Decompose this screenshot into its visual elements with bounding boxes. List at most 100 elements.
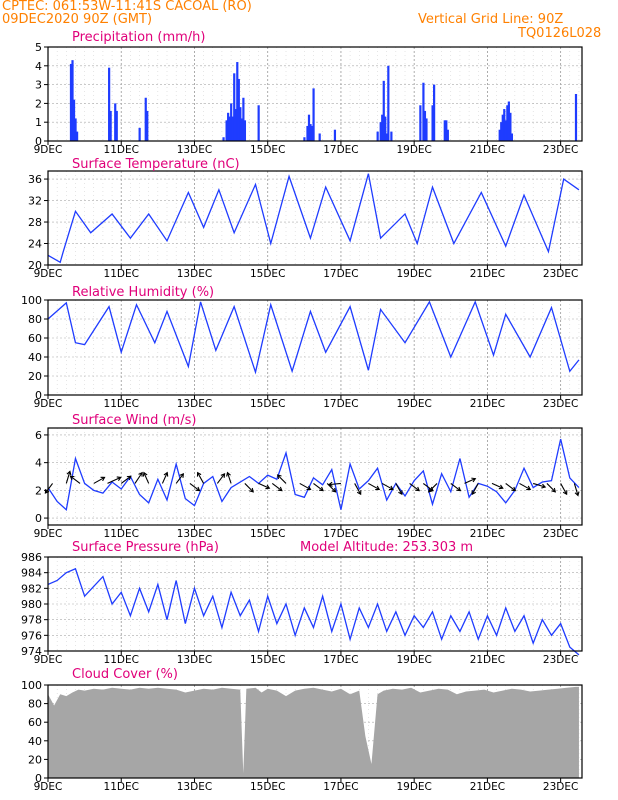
wind-vector (271, 482, 283, 492)
y-tick-label: 980 (21, 598, 42, 611)
wind-vector (354, 483, 362, 495)
wind-vector (409, 482, 420, 492)
panel-title: Cloud Cover (%) (72, 667, 178, 682)
x-tick-label: 15DEC (250, 268, 285, 280)
header-station: CPTEC: 061:53W-11:41S CACOAL (RO) (2, 0, 252, 14)
precip-bar (510, 133, 514, 141)
precip-bar (227, 112, 230, 141)
y-tick-label: 978 (21, 614, 42, 627)
wind-vector-head (398, 490, 403, 496)
header-code: TQ0126L028 (518, 26, 602, 41)
x-tick-label: 19DEC (396, 654, 431, 666)
wind-vector (107, 476, 121, 484)
y-tick-label: 984 (21, 567, 42, 580)
precip-bar (446, 129, 449, 141)
precip-bar (307, 114, 311, 141)
y-tick-label: 80 (28, 313, 42, 326)
wind-vector-head (498, 484, 504, 490)
wind-vector-head (100, 476, 106, 482)
wind-vector (491, 482, 504, 489)
panel-title: Relative Humidity (%) (72, 285, 214, 300)
wind-vector-head (306, 485, 312, 491)
precip-bar (108, 67, 111, 141)
x-tick-label: 19DEC (396, 781, 431, 793)
wind-vector (546, 483, 556, 493)
wind-vector-head (138, 471, 143, 477)
wind-vector (519, 482, 531, 490)
wind-vector-head (116, 476, 122, 482)
precip-bar (504, 120, 507, 141)
precip-bar (114, 103, 117, 141)
precip-bar (230, 103, 233, 141)
precip-bar (237, 78, 240, 141)
wind-vector (450, 482, 461, 492)
x-tick-label: 23DEC (543, 654, 578, 666)
precip-bar (310, 125, 314, 141)
x-tick-label: 17DEC (323, 144, 358, 156)
wind-vector-head (388, 485, 394, 491)
x-tick-label: 21DEC (470, 398, 505, 410)
wind-vector (120, 475, 132, 484)
precip-bar (239, 107, 242, 141)
x-tick-label: 9DEC (34, 528, 63, 540)
y-tick-label: 0 (35, 512, 42, 525)
wind-vector-head (526, 485, 532, 491)
precip-bar (333, 129, 337, 141)
precip-bar (243, 120, 247, 141)
precip-bar (390, 131, 393, 141)
x-tick-label: 23DEC (543, 528, 578, 540)
x-tick-label: 15DEC (250, 781, 285, 793)
y-tick-label: 36 (28, 173, 42, 186)
wind-vector (533, 482, 546, 488)
precip-bar (146, 110, 149, 141)
precip-bar (74, 118, 77, 141)
wind-vector (143, 472, 150, 484)
x-tick-label: 9DEC (34, 654, 63, 666)
y-tick-label: 982 (21, 582, 42, 595)
panel-title: Surface Pressure (hPa) (72, 540, 219, 555)
wind-vector (189, 482, 200, 492)
wind-vector (216, 473, 225, 484)
precip-bar (303, 137, 306, 141)
wind-vector-head (69, 475, 75, 481)
wind-vector-head (541, 483, 547, 489)
precip-bar (498, 129, 501, 141)
x-tick-label: 19DEC (396, 144, 431, 156)
wind-vector (328, 482, 341, 486)
precip-bar (115, 110, 118, 141)
x-tick-label: 15DEC (250, 528, 285, 540)
x-tick-label: 11DEC (104, 781, 139, 793)
wind-vector (134, 472, 143, 484)
precip-bar (75, 131, 79, 141)
x-tick-label: 23DEC (543, 144, 578, 156)
x-tick-label: 15DEC (250, 398, 285, 410)
wind-vector-head (265, 484, 271, 490)
y-tick-label: 32 (28, 195, 42, 208)
wind-vector-head (319, 486, 324, 492)
precip-bar (306, 125, 309, 141)
wind-vector-head (456, 486, 462, 492)
y-tick-label: 974 (21, 645, 42, 658)
wind-vector-head (471, 490, 476, 496)
wind-vector (65, 471, 71, 484)
wind-vector (161, 472, 168, 484)
precip-bar (381, 114, 384, 141)
y-tick-label: 1 (35, 116, 42, 129)
wind-vector (313, 482, 324, 492)
precip-bar (506, 105, 509, 141)
y-tick-label: 2 (35, 97, 42, 110)
x-tick-label: 21DEC (470, 528, 505, 540)
wind-vector-head (574, 491, 580, 497)
precip-bar (309, 124, 312, 141)
y-tick-label: 20 (28, 259, 42, 272)
wind-vector (368, 482, 380, 490)
header-run-time: 09DEC2020 90Z (GMT) (2, 12, 153, 27)
y-tick-label: 100 (21, 679, 42, 692)
y-tick-label: 5 (35, 41, 42, 54)
precip-bar (69, 63, 73, 141)
wind-vector (464, 478, 476, 484)
precip-bar (503, 109, 506, 141)
x-tick-label: 9DEC (34, 398, 63, 410)
x-tick-label: 11DEC (104, 528, 139, 540)
wind-vector-head (415, 486, 421, 492)
